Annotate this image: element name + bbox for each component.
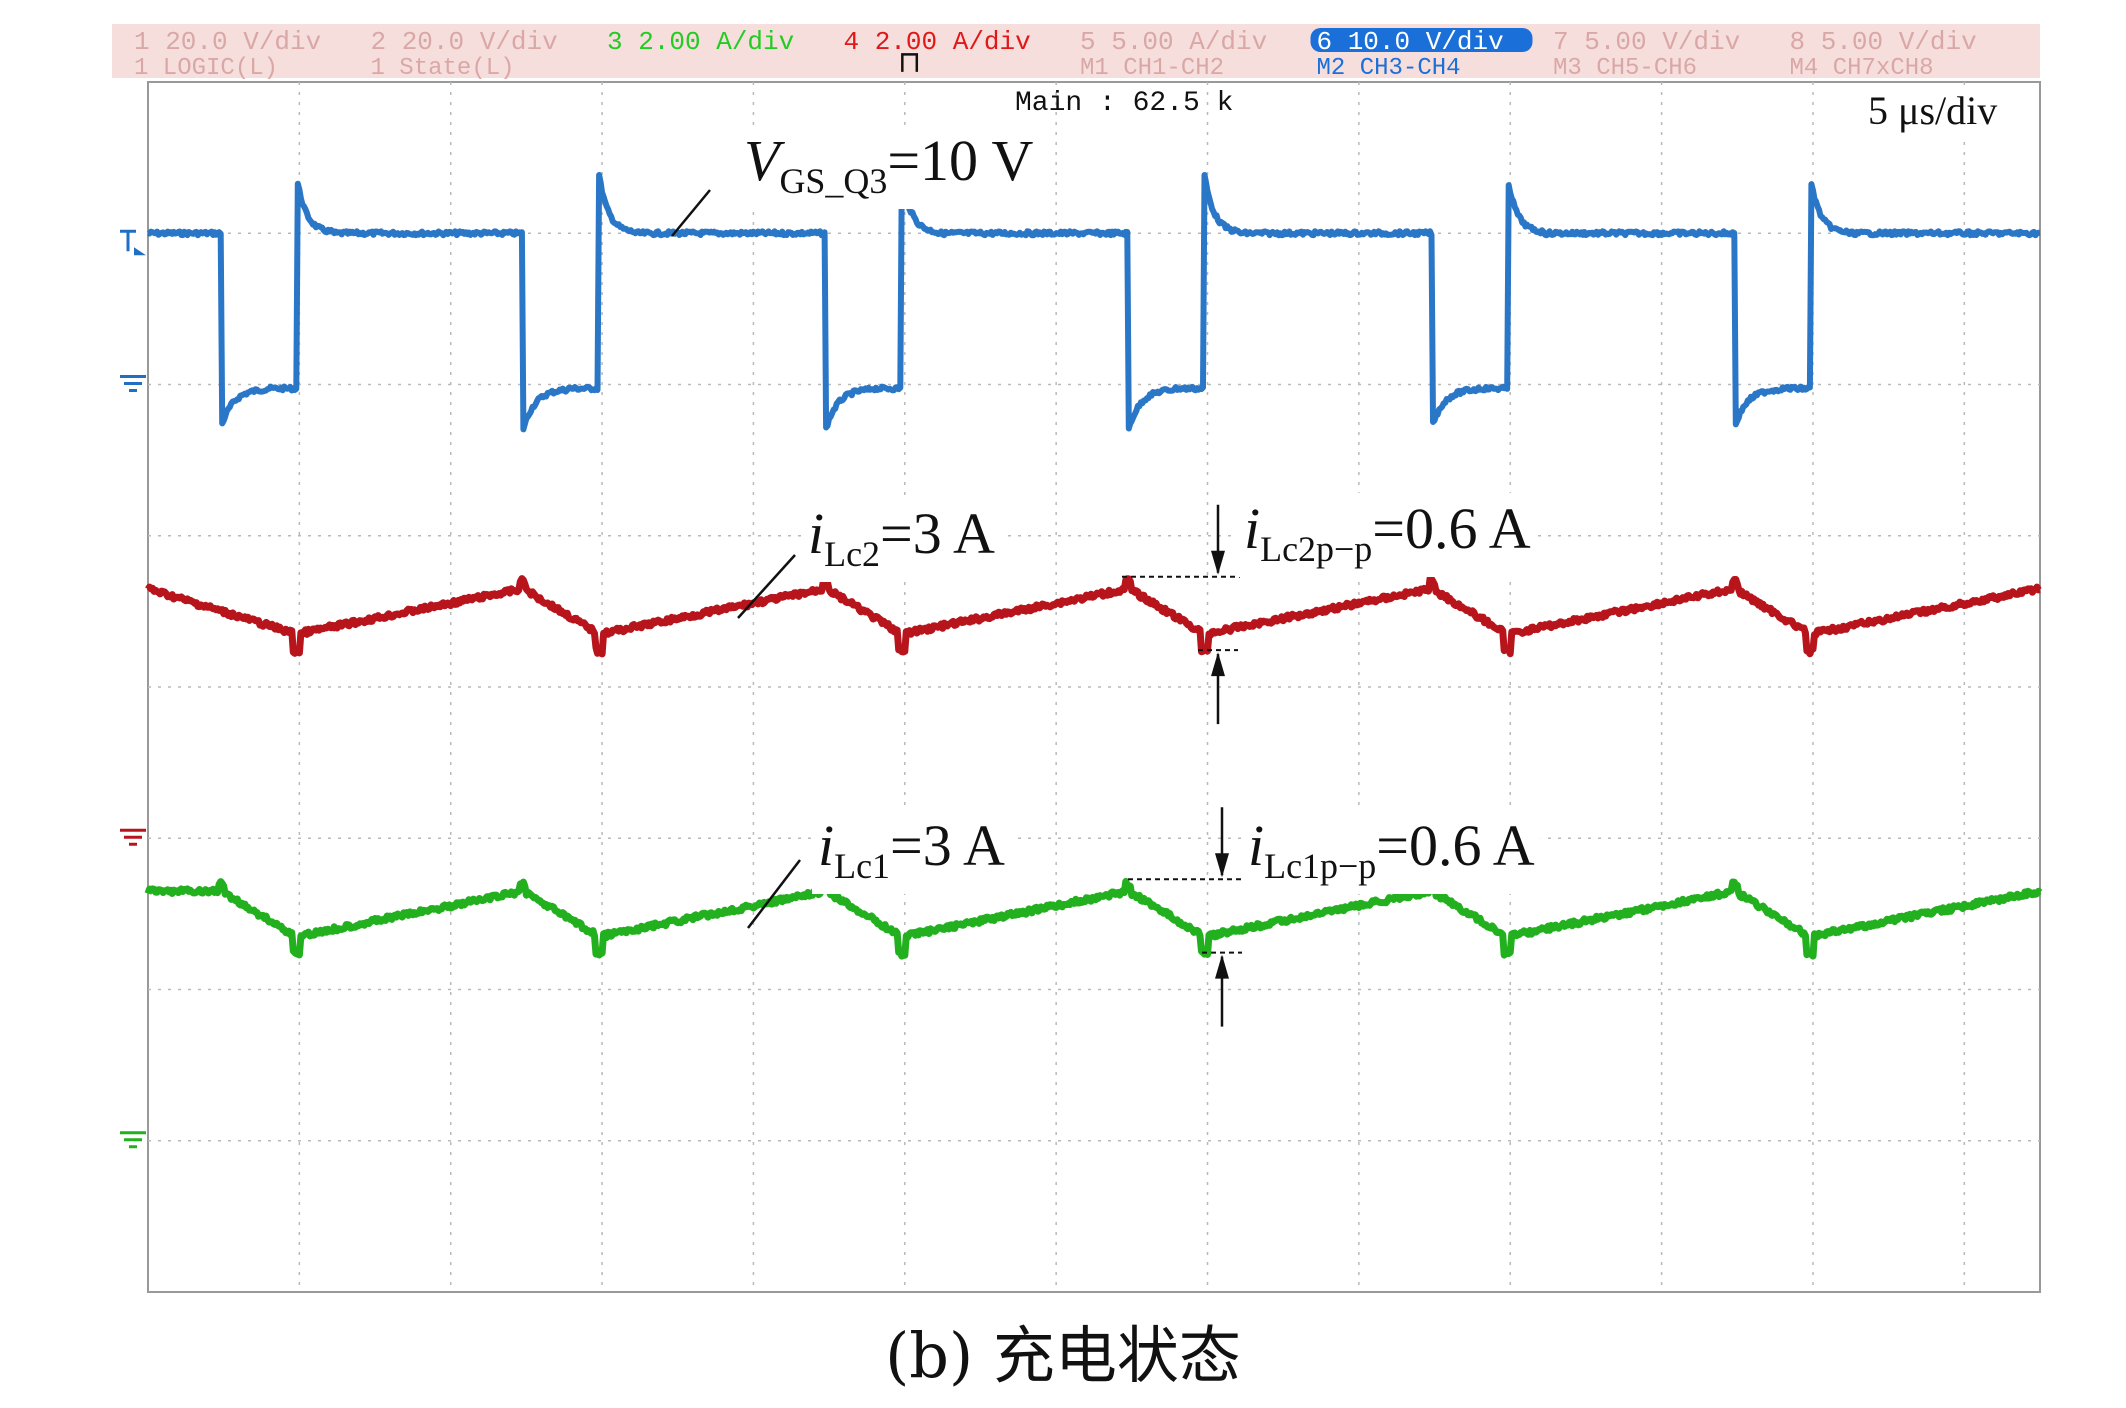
- channel-1-scale: 1 20.0 V/div: [134, 27, 321, 57]
- channel-2-scale: 2 20.0 V/div: [371, 27, 558, 57]
- channel-1-source: 1 LOGIC(L): [134, 55, 278, 82]
- trigger-marker: ⊓: [898, 45, 921, 80]
- ilc2pp-down-arrow: [1211, 550, 1225, 575]
- vgs-annotation: VGS_Q3=10 V: [744, 128, 1033, 201]
- trigger-level-icon: [120, 229, 146, 256]
- ilc2-leader-line: [737, 554, 796, 619]
- ilc2-annotation: iLc2=3 A: [808, 501, 995, 574]
- annotations: VGS_Q3=10 V iLc2=3 A iLc1=3 A iLc2p−p=0.6 A…: [671, 124, 1541, 1027]
- ilc1-annotation-bg: [812, 809, 1012, 894]
- channel-3-scale: 3 2.00 A/div: [607, 27, 794, 57]
- timebase-label: 5 μs/div: [1868, 88, 1997, 133]
- plot-area: [147, 81, 2041, 1293]
- main-label: Main : 62.5 k: [1015, 88, 1233, 119]
- channel-5-source: M1 CH1-CH2: [1080, 55, 1224, 82]
- vgs-leader-line: [671, 189, 711, 237]
- traces: [144, 172, 2043, 960]
- timebase-box: [1860, 86, 2036, 136]
- ground-marker-icon: [120, 375, 146, 392]
- header-bar: [112, 24, 2040, 78]
- ilc1-trace: [144, 878, 2043, 960]
- channel-6-source: M2 CH3-CH4: [1317, 55, 1461, 82]
- channel-6-scale: 6 10.0 V/div: [1317, 27, 1504, 57]
- channel-8-source: M4 CH7xCH8: [1790, 55, 1934, 82]
- ilc1pp-down-arrow: [1215, 853, 1229, 878]
- ilc2-annotation-bg: [802, 497, 1002, 582]
- channel-7-scale: 7 5.00 V/div: [1553, 27, 1740, 57]
- vgs-annotation-bg: [738, 124, 1040, 209]
- trigger-level-arrow: [134, 247, 146, 256]
- ilc2-trace: [145, 575, 2042, 658]
- ground-marker-icon: [120, 1131, 146, 1149]
- channel-markers: [120, 229, 146, 1149]
- channel-7-source: M3 CH5-CH6: [1553, 55, 1697, 82]
- channel-4-scale: 4 2.00 A/div: [844, 27, 1031, 57]
- ground-marker-icon: [120, 828, 146, 846]
- channel-5-scale: 5 5.00 A/div: [1080, 27, 1267, 57]
- channel-2-source: 1 State(L): [371, 55, 515, 82]
- vgs-q3-trace: [146, 172, 2042, 433]
- ilc2pp-annotation-bg: [1238, 492, 1537, 577]
- ilc2pp-annotation: iLc2p−p=0.6 A: [1244, 496, 1531, 569]
- ilc1-leader-line: [747, 859, 801, 929]
- channel-8-scale: 8 5.00 V/div: [1790, 27, 1977, 57]
- ilc1pp-annotation: iLc1p−p=0.6 A: [1248, 813, 1535, 886]
- ilc1pp-annotation-bg: [1242, 809, 1541, 894]
- ilc2pp-up-arrow: [1211, 652, 1225, 677]
- channel-6-highlight: [1310, 28, 1533, 52]
- figure-caption: (b) 充电状态: [885, 1319, 1241, 1392]
- ilc1pp-up-arrow: [1215, 954, 1229, 979]
- ilc1-annotation: iLc1=3 A: [818, 813, 1005, 886]
